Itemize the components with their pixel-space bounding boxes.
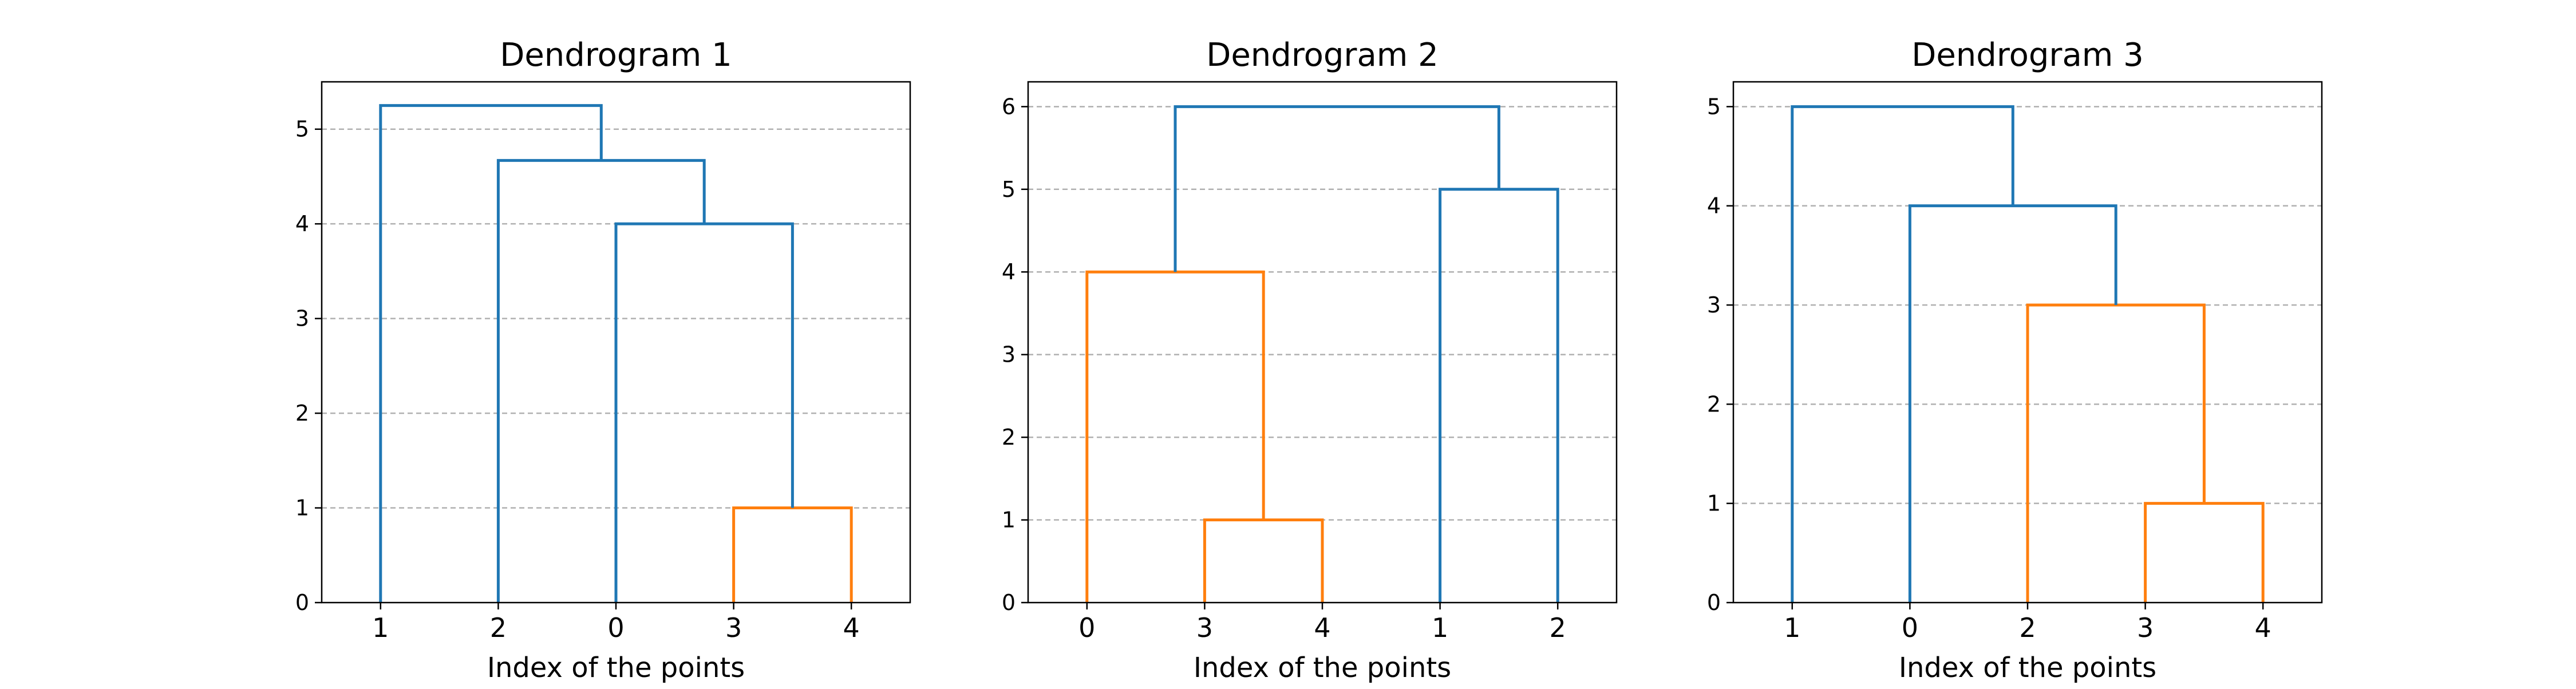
y-tick-label: 2 [1002, 425, 1016, 450]
chart-title: Dendrogram 1 [500, 37, 732, 74]
y-tick-label: 2 [1707, 391, 1721, 417]
leaf-label: 3 [2137, 612, 2154, 643]
y-tick-label: 0 [295, 590, 309, 615]
dendrogram-link [1203, 518, 1324, 603]
y-tick-label: 1 [295, 496, 309, 521]
x-axis-label: Index of the points [487, 652, 745, 684]
dendrogram-link [1174, 105, 1500, 272]
leaf-label: 4 [843, 612, 860, 643]
dendrogram-link [2026, 303, 2206, 603]
dendrogram-panel-1: 0 1 2 3 4 5 1 2 0 3 4 Index of the points Dendrogram… [295, 37, 911, 684]
dendrogram-link [732, 506, 853, 603]
leaf-label: 4 [2255, 612, 2271, 643]
y-tick-label: 5 [295, 117, 309, 142]
leaf-label: 0 [1078, 612, 1095, 643]
dendrogram-panel-3: 0 1 2 3 4 5 1 0 2 3 4 Index of the points Dendrogram… [1707, 37, 2323, 684]
y-tick-label: 2 [295, 401, 309, 426]
y-tick-label: 4 [295, 211, 309, 236]
leaf-label: 1 [372, 612, 389, 643]
leaf-label: 3 [725, 612, 742, 643]
leaf-label: 2 [1550, 612, 1566, 643]
x-axis-label: Index of the points [1899, 652, 2156, 684]
chart-title: Dendrogram 2 [1206, 37, 1439, 74]
leaf-label: 0 [1902, 612, 1918, 643]
x-axis-label: Index of the points [1194, 652, 1451, 684]
y-tick-label: 5 [1707, 94, 1721, 119]
dendrogram-link [1439, 188, 1559, 603]
y-tick-label: 0 [1002, 590, 1016, 615]
leaf-label: 0 [607, 612, 624, 643]
y-tick-label: 4 [1707, 193, 1721, 219]
leaf-label: 2 [490, 612, 507, 643]
dendrogram-link [1791, 105, 2014, 603]
y-tick-label: 6 [1002, 94, 1016, 119]
dendrogram-panel-2: 0 1 2 3 4 5 6 0 3 4 1 2 Index of the points Dendrogra… [1002, 37, 1618, 684]
chart-title: Dendrogram 3 [1911, 37, 2144, 74]
leaf-label: 3 [1196, 612, 1213, 643]
y-tick-label: 1 [1707, 491, 1721, 516]
y-tick-label: 3 [1002, 342, 1016, 367]
dendrogram-link [2144, 502, 2265, 603]
dendrogram-link [496, 159, 706, 603]
leaf-label: 1 [1784, 612, 1800, 643]
y-tick-label: 4 [1002, 259, 1016, 284]
leaf-label: 4 [1314, 612, 1330, 643]
leaf-label: 1 [1432, 612, 1448, 643]
y-tick-label: 3 [295, 306, 309, 331]
leaf-label: 2 [2019, 612, 2036, 643]
y-tick-label: 1 [1002, 508, 1016, 533]
dendrogram-link [379, 104, 603, 603]
y-tick-label: 5 [1002, 177, 1016, 202]
y-tick-label: 0 [1707, 590, 1721, 615]
y-tick-label: 3 [1707, 292, 1721, 318]
